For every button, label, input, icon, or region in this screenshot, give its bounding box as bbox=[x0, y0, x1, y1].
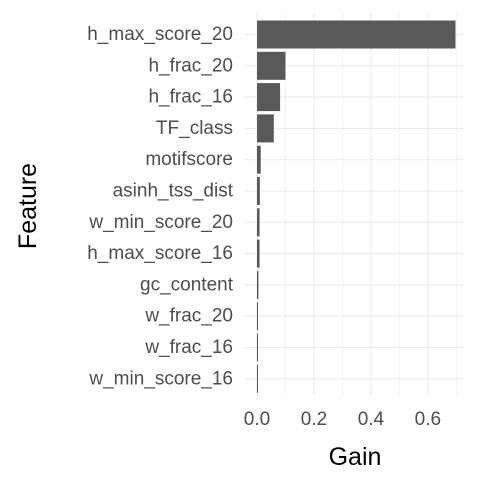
y-tick-label: motifscore bbox=[145, 149, 233, 170]
y-tick-label: TF_class bbox=[156, 118, 233, 139]
bar bbox=[257, 302, 258, 331]
y-tick-label: w_frac_20 bbox=[144, 306, 233, 327]
bars bbox=[257, 20, 456, 393]
y-tick-labels: h_max_score_20 h_frac_20 h_frac_16 TF_class… bbox=[87, 24, 233, 389]
y-tick-label: w_min_score_16 bbox=[88, 368, 233, 389]
bar bbox=[257, 364, 258, 393]
bar bbox=[257, 20, 456, 49]
y-tick-label: w_frac_16 bbox=[144, 337, 233, 358]
x-tick-labels: 0.0 0.2 0.4 0.6 bbox=[244, 409, 441, 430]
y-axis-title: Feature bbox=[14, 163, 42, 249]
bar bbox=[257, 239, 260, 268]
bar bbox=[257, 83, 281, 112]
bar bbox=[257, 270, 259, 299]
bar bbox=[257, 177, 260, 205]
y-tick-label: asinh_tss_dist bbox=[113, 181, 234, 202]
bar bbox=[257, 145, 261, 174]
y-tick-label: w_min_score_20 bbox=[88, 212, 233, 233]
x-axis-title: Gain bbox=[329, 443, 382, 471]
y-tick-label: h_max_score_20 bbox=[87, 24, 233, 45]
bar bbox=[257, 51, 286, 80]
x-tick-label: 0.6 bbox=[415, 409, 441, 430]
x-tick-label: 0.2 bbox=[301, 409, 327, 430]
y-tick-label: h_frac_16 bbox=[148, 87, 233, 108]
bar bbox=[257, 333, 258, 362]
x-tick-label: 0.0 bbox=[244, 409, 270, 430]
bar bbox=[257, 114, 274, 143]
y-tick-label: h_max_score_16 bbox=[87, 243, 233, 264]
bar bbox=[257, 208, 260, 237]
y-tick-label: gc_content bbox=[140, 274, 234, 295]
y-tick-label: h_frac_20 bbox=[148, 55, 233, 76]
x-tick-label: 0.4 bbox=[358, 409, 385, 430]
